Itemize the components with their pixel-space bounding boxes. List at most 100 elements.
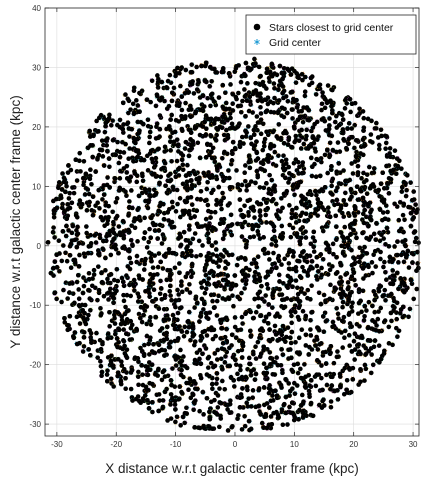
star-point xyxy=(87,296,92,301)
star-point xyxy=(227,346,232,351)
star-point xyxy=(146,117,151,122)
star-point xyxy=(156,409,161,414)
star-point xyxy=(258,105,263,110)
star-point xyxy=(173,327,178,332)
star-point xyxy=(180,128,185,133)
star-point xyxy=(112,278,117,283)
star-point xyxy=(231,304,236,309)
star-point xyxy=(250,261,255,266)
star-point xyxy=(244,188,249,193)
star-point xyxy=(265,282,270,287)
star-point xyxy=(362,378,367,383)
star-point xyxy=(75,280,80,285)
star-point xyxy=(192,305,197,310)
star-point xyxy=(399,189,404,194)
star-point xyxy=(388,146,393,151)
star-point xyxy=(252,234,257,239)
star-point xyxy=(160,241,165,246)
star-point xyxy=(94,240,99,245)
star-point xyxy=(177,324,182,329)
star-point xyxy=(328,283,333,288)
star-point xyxy=(270,393,275,398)
star-point xyxy=(59,259,64,264)
star-point xyxy=(72,191,77,196)
star-point xyxy=(98,306,103,311)
star-point xyxy=(342,366,347,371)
star-point xyxy=(258,185,263,190)
star-point xyxy=(243,179,248,184)
star-point xyxy=(127,230,132,235)
star-point xyxy=(367,165,372,170)
star-point xyxy=(404,194,409,199)
star-point xyxy=(379,134,384,139)
star-point xyxy=(118,176,123,181)
star-point xyxy=(272,86,277,91)
star-point xyxy=(120,140,125,145)
star-point xyxy=(81,349,86,354)
star-point xyxy=(267,187,272,192)
star-point xyxy=(95,200,100,205)
star-point xyxy=(414,287,419,292)
star-point xyxy=(185,366,190,371)
star-point xyxy=(142,216,147,221)
star-point xyxy=(238,364,243,369)
star-point xyxy=(205,96,210,101)
star-point xyxy=(377,143,382,148)
star-point xyxy=(132,278,137,283)
star-point xyxy=(264,220,269,225)
star-point xyxy=(102,223,107,228)
star-point xyxy=(54,297,59,302)
star-point xyxy=(114,200,119,205)
star-point xyxy=(308,327,313,332)
star-point xyxy=(59,193,64,198)
star-point xyxy=(252,57,257,62)
star-point xyxy=(200,285,205,290)
star-point xyxy=(243,163,248,168)
star-point xyxy=(198,253,203,258)
star-point xyxy=(364,308,369,313)
star-point xyxy=(157,306,162,311)
star-point xyxy=(175,288,180,293)
star-point xyxy=(331,242,336,247)
star-point xyxy=(350,301,355,306)
star-point xyxy=(199,189,204,194)
star-point xyxy=(235,263,240,268)
star-point xyxy=(206,356,211,361)
star-point xyxy=(182,334,187,339)
star-point xyxy=(183,101,188,106)
star-point xyxy=(362,314,367,319)
star-point xyxy=(343,272,348,277)
star-point xyxy=(210,299,215,304)
star-point xyxy=(293,134,298,139)
star-point xyxy=(156,265,161,270)
star-point xyxy=(246,210,251,215)
star-point xyxy=(77,296,82,301)
star-point xyxy=(299,327,304,332)
star-point xyxy=(174,363,179,368)
star-point xyxy=(235,372,240,377)
star-point xyxy=(239,327,244,332)
star-point xyxy=(69,168,74,173)
star-point xyxy=(363,363,368,368)
star-point xyxy=(211,188,216,193)
star-point xyxy=(348,110,353,115)
star-point xyxy=(383,298,388,303)
star-point xyxy=(215,357,220,362)
star-point xyxy=(146,206,151,211)
star-point xyxy=(362,318,367,323)
star-point xyxy=(304,134,309,139)
star-point xyxy=(97,206,102,211)
star-point xyxy=(193,297,198,302)
star-point xyxy=(315,120,320,125)
star-point xyxy=(352,146,357,151)
star-point xyxy=(152,287,157,292)
star-point xyxy=(101,154,106,159)
star-point xyxy=(346,211,351,216)
star-point xyxy=(366,224,371,229)
star-point xyxy=(105,372,110,377)
star-point xyxy=(303,381,308,386)
star-point xyxy=(230,101,235,106)
star-point xyxy=(177,232,182,237)
star-point xyxy=(147,227,152,232)
